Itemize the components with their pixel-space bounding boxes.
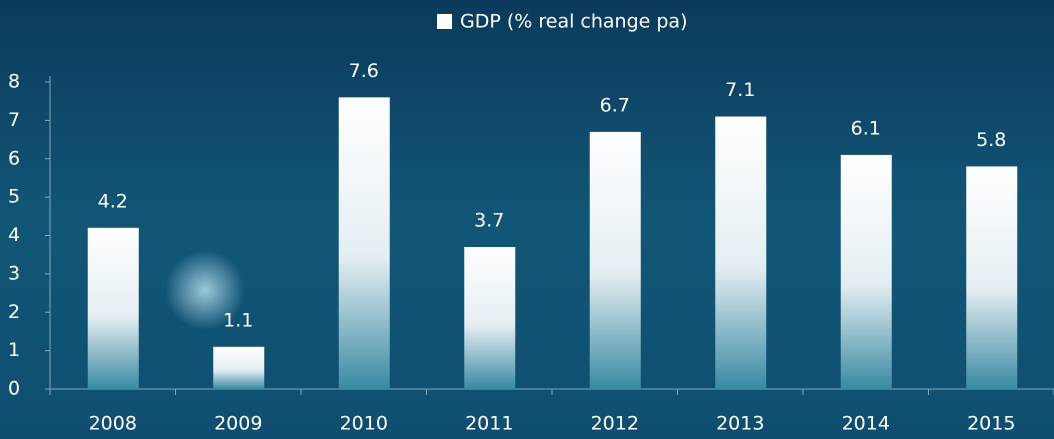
data-label: 7.6	[349, 60, 379, 82]
y-tick-label: 8	[8, 71, 20, 93]
y-tick-label: 0	[8, 378, 20, 400]
decoration	[165, 250, 245, 330]
data-label: 5.8	[976, 129, 1006, 151]
x-tick-label: 2008	[89, 413, 137, 435]
y-tick-label: 2	[8, 301, 20, 323]
bar	[87, 227, 139, 389]
bar	[338, 97, 390, 389]
data-label: 4.2	[98, 190, 128, 212]
y-tick-label: 5	[8, 186, 20, 208]
legend-label: GDP (% real change pa)	[460, 11, 687, 33]
x-tick-label: 2015	[967, 413, 1015, 435]
x-tick-label: 2011	[465, 413, 513, 435]
x-tick-label: 2012	[591, 413, 639, 435]
bar	[589, 131, 641, 389]
bar	[464, 247, 516, 389]
y-tick-label: 7	[8, 109, 20, 131]
legend-swatch	[437, 14, 452, 29]
data-label: 1.1	[223, 309, 253, 331]
x-tick-label: 2009	[214, 413, 262, 435]
y-tick-label: 4	[8, 224, 20, 246]
data-label: 6.7	[600, 94, 630, 116]
y-tick-label: 1	[8, 339, 20, 361]
y-tick-label: 6	[8, 147, 20, 169]
data-label: 3.7	[474, 210, 504, 232]
x-tick-label: 2010	[340, 413, 388, 435]
x-tick-label: 2014	[842, 413, 890, 435]
y-tick-label: 3	[8, 262, 20, 284]
bar	[213, 346, 265, 389]
x-tick-label: 2013	[716, 413, 764, 435]
data-label: 7.1	[725, 79, 755, 101]
bar	[715, 116, 767, 389]
data-label: 6.1	[851, 117, 881, 139]
bar	[840, 154, 892, 389]
bar	[966, 166, 1018, 389]
